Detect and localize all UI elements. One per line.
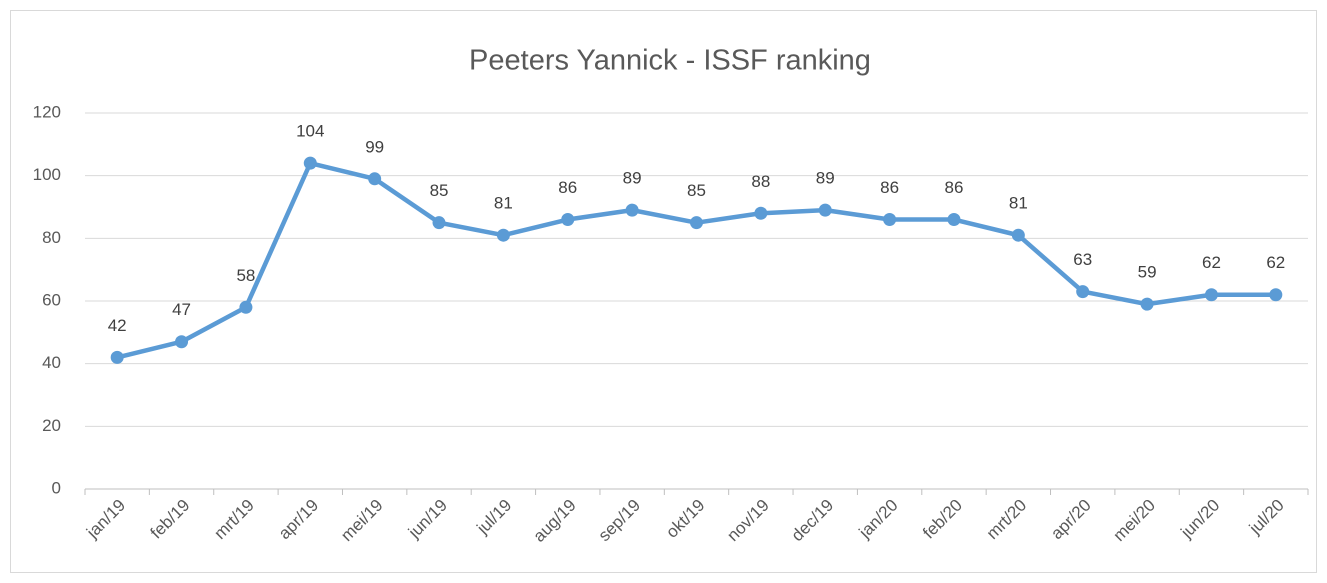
marker [1011,228,1025,242]
data-label: 42 [108,316,127,335]
marker [883,213,897,227]
y-tick-label: 100 [33,165,61,184]
marker [1076,285,1090,299]
marker [1140,297,1154,311]
marker [625,203,639,217]
data-label: 89 [816,169,835,188]
marker [368,172,382,186]
marker [818,203,832,217]
marker [303,156,317,170]
y-tick-label: 80 [42,228,61,247]
chart-title: Peeters Yannick - ISSF ranking [469,45,871,77]
data-label: 47 [172,300,191,319]
marker [1269,288,1283,302]
data-label: 104 [296,122,324,141]
data-label: 81 [1009,194,1028,213]
data-label: 81 [494,194,513,213]
data-label: 89 [623,169,642,188]
y-tick-label: 20 [42,416,61,435]
data-label: 62 [1202,253,1221,272]
data-label: 62 [1266,253,1285,272]
marker [754,206,768,220]
data-label: 85 [430,181,449,200]
data-label: 58 [236,266,255,285]
data-label: 86 [880,178,899,197]
marker [1204,288,1218,302]
marker [561,213,575,227]
marker [110,350,124,364]
chart-border [10,10,1317,573]
marker [239,300,253,314]
marker [496,228,510,242]
data-label: 99 [365,137,384,156]
data-label: 86 [945,178,964,197]
marker [175,335,189,349]
marker [690,216,703,230]
marker [432,216,446,230]
data-label: 85 [687,181,706,200]
data-label: 88 [751,172,770,191]
marker [947,213,961,227]
y-tick-label: 40 [42,353,61,372]
data-label: 86 [558,178,577,197]
data-label: 63 [1073,250,1092,269]
y-tick-label: 0 [52,478,61,497]
data-label: 59 [1138,263,1157,282]
y-tick-label: 120 [33,102,61,121]
y-tick-label: 60 [42,290,61,309]
